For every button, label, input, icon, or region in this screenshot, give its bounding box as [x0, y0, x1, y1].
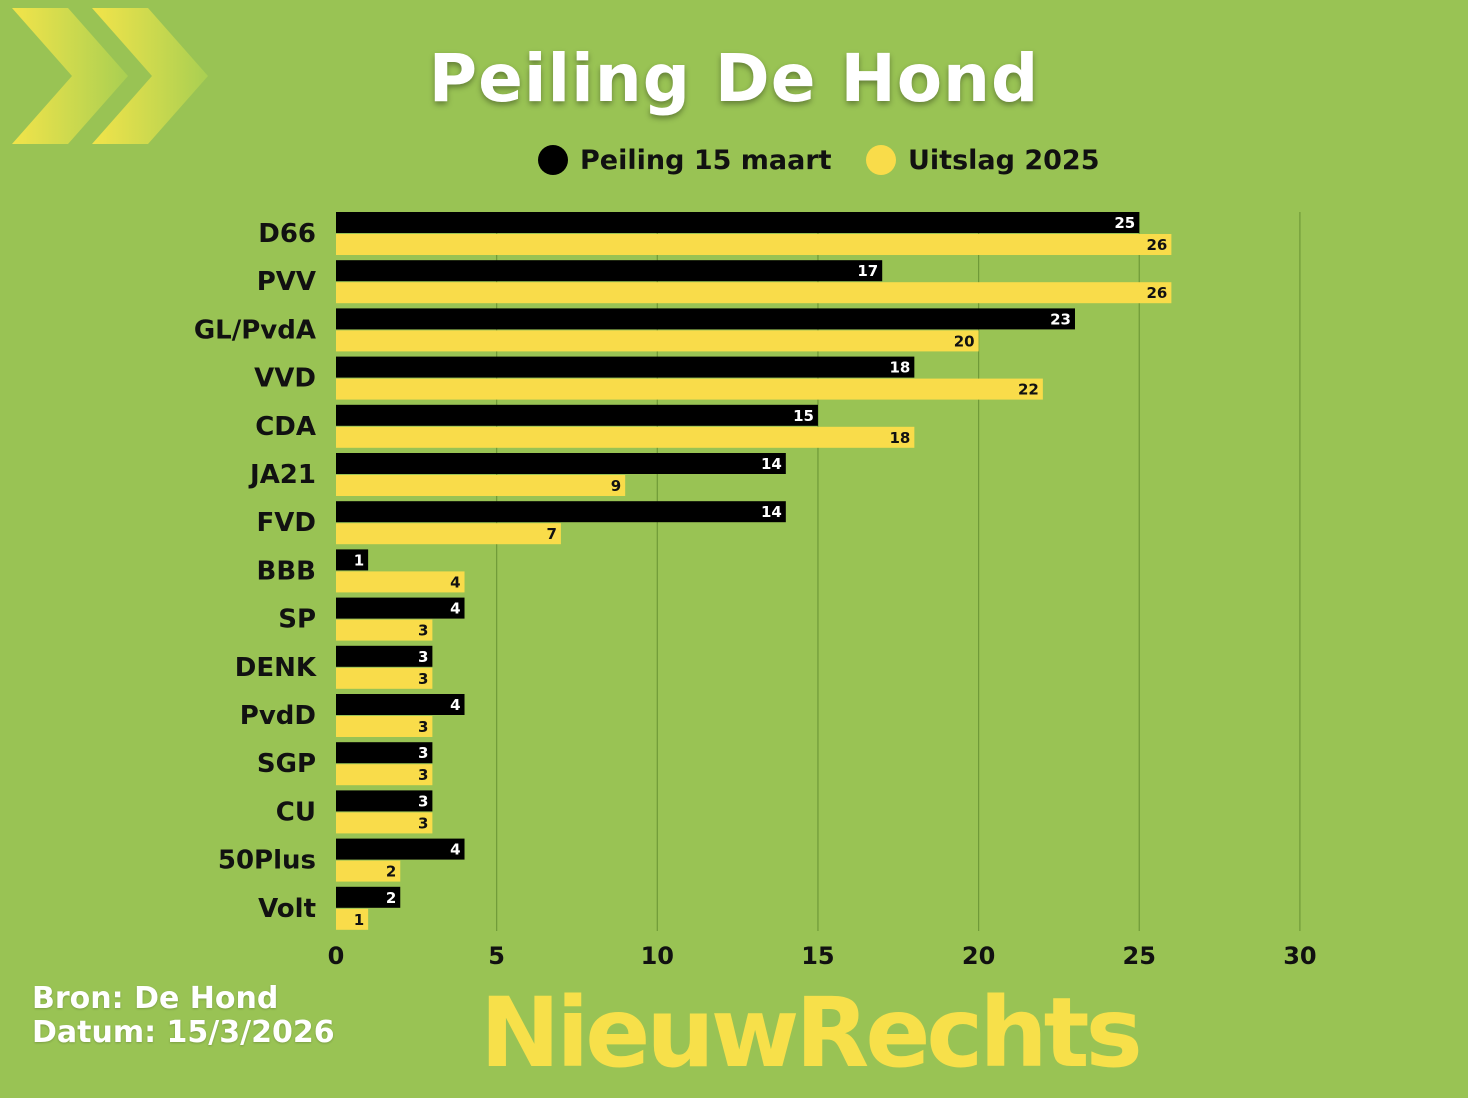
data-label: 14 [761, 455, 782, 473]
category-label: PVV [257, 267, 316, 297]
bar-poll [336, 742, 433, 764]
data-label: 3 [418, 814, 428, 832]
bar-result [336, 716, 433, 737]
bar-result [336, 667, 433, 689]
category-label: SP [278, 605, 316, 635]
data-label: 3 [418, 718, 428, 736]
category-label: JA21 [248, 460, 316, 490]
bar-result [336, 571, 465, 593]
bar-result [336, 523, 561, 545]
bar-poll [336, 645, 433, 667]
category-label: D66 [258, 219, 316, 249]
bar-poll [336, 694, 465, 715]
category-label: PvdD [240, 701, 316, 731]
data-label: 15 [793, 407, 814, 425]
legend-dot-result [866, 145, 896, 175]
bar-result [336, 860, 401, 882]
x-tick-label: 10 [641, 942, 674, 970]
data-label: 3 [418, 648, 428, 666]
data-label: 2 [386, 863, 396, 881]
category-label: 50Plus [218, 846, 316, 876]
data-label: 3 [418, 766, 428, 784]
bar-result [336, 812, 433, 834]
data-label: 2 [386, 889, 396, 907]
category-label: BBB [257, 556, 316, 586]
category-label: SGP [257, 749, 316, 779]
x-tick-label: 20 [962, 942, 995, 970]
bar-result [336, 764, 433, 786]
x-tick-label: 5 [488, 942, 505, 970]
source-line: Bron: De Hond [32, 981, 279, 1016]
data-label: 3 [418, 744, 428, 762]
x-tick-label: 15 [801, 942, 834, 970]
category-label: DENK [235, 653, 317, 683]
bar-poll [336, 453, 786, 474]
bar-result [336, 426, 915, 448]
x-tick-label: 0 [328, 942, 345, 970]
legend: Peiling 15 maart Uitslag 2025 [0, 140, 1468, 180]
chevron-arrows-icon [12, 8, 208, 144]
bar-result [336, 378, 1043, 400]
bar-poll [336, 212, 1140, 233]
data-label: 22 [1018, 381, 1039, 399]
data-label: 25 [1114, 214, 1135, 232]
bar-poll [336, 260, 883, 282]
category-label: CDA [255, 412, 316, 442]
x-tick-label: 25 [1123, 942, 1156, 970]
data-label: 4 [450, 841, 460, 859]
bar-poll [336, 308, 1075, 330]
category-label: Volt [258, 894, 316, 924]
category-label: FVD [257, 508, 316, 538]
bar-poll [336, 597, 465, 619]
bar-poll [336, 356, 915, 378]
bar-result [336, 330, 979, 352]
data-label: 23 [1050, 310, 1071, 328]
bar-result [336, 475, 626, 496]
data-label: 9 [611, 477, 621, 495]
category-label: GL/PvdA [194, 315, 316, 345]
data-label: 4 [450, 573, 460, 591]
data-label: 18 [889, 429, 910, 447]
bar-result [336, 908, 369, 930]
date-line: Datum: 15/3/2026 [32, 1015, 335, 1050]
data-label: 14 [761, 503, 782, 521]
data-label: 17 [857, 262, 878, 280]
x-tick-label: 30 [1283, 942, 1316, 970]
source-note: Bron: De Hond Datum: 15/3/2026 [32, 982, 335, 1050]
bar-poll [336, 790, 433, 812]
data-label: 1 [354, 551, 364, 569]
bar-result [336, 619, 433, 641]
bar-poll [336, 886, 401, 908]
data-label: 18 [889, 359, 910, 377]
data-label: 4 [450, 600, 460, 618]
legend-item-poll: Peiling 15 maart [538, 140, 832, 180]
brand-logo: NieuwRechts [480, 977, 1143, 1089]
bar-result [336, 234, 1172, 255]
data-label: 4 [450, 696, 460, 714]
bar-result [336, 282, 1172, 304]
category-label: VVD [254, 364, 316, 394]
data-label: 3 [418, 670, 428, 688]
bar-poll [336, 838, 465, 860]
chart-title: Peiling De Hond [428, 40, 1040, 117]
data-label: 7 [546, 525, 556, 543]
data-label: 26 [1147, 236, 1168, 254]
bar-poll [336, 501, 786, 523]
data-label: 20 [954, 332, 975, 350]
bar-poll [336, 549, 369, 571]
data-label: 26 [1147, 284, 1168, 302]
data-label: 1 [354, 911, 364, 929]
legend-label-result: Uitslag 2025 [908, 144, 1100, 176]
data-label: 3 [418, 622, 428, 640]
category-label: CU [276, 797, 316, 827]
legend-item-result: Uitslag 2025 [866, 140, 1100, 180]
legend-dot-poll [538, 145, 568, 175]
legend-label-poll: Peiling 15 maart [580, 144, 832, 176]
bar-poll [336, 404, 818, 426]
data-label: 3 [418, 792, 428, 810]
